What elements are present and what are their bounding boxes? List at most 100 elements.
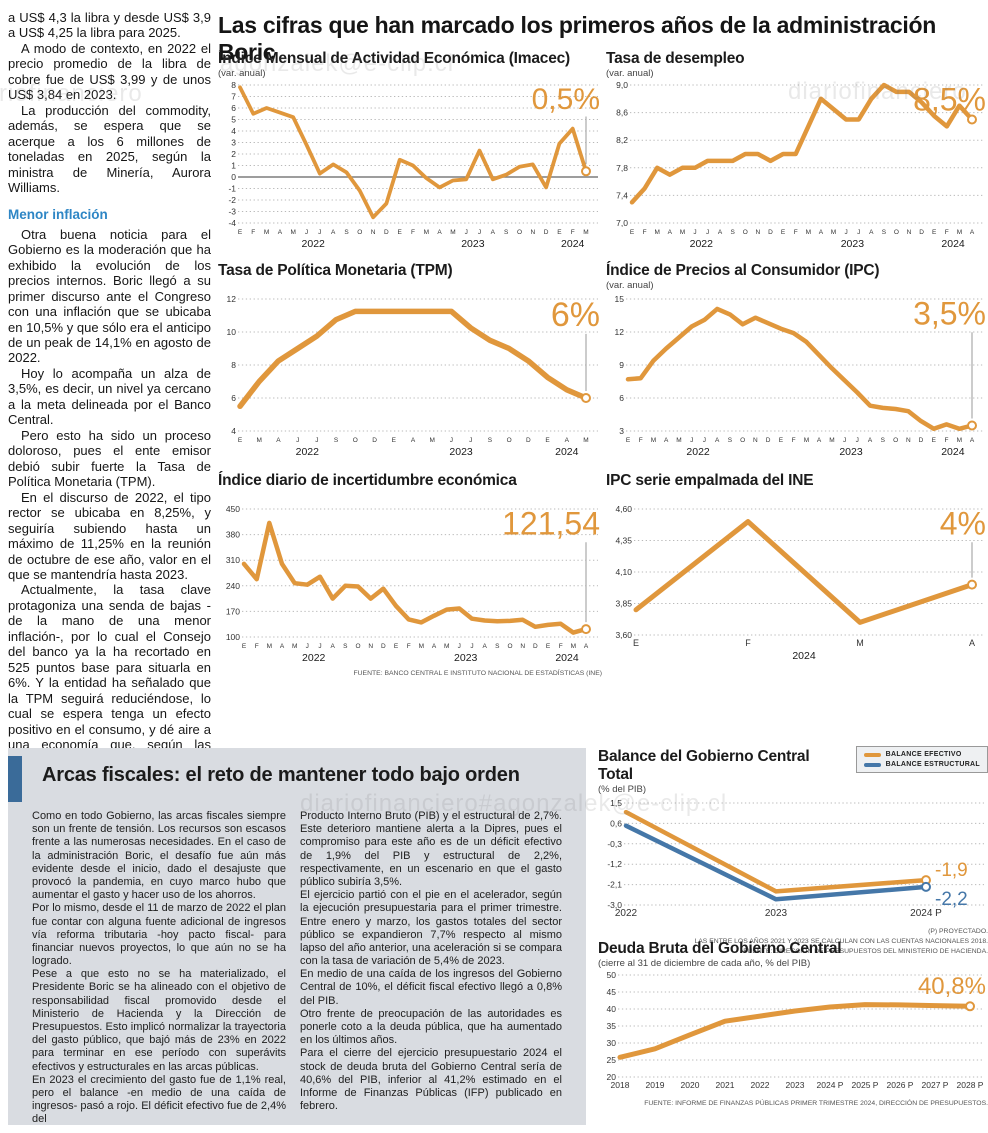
- svg-text:J: J: [296, 437, 299, 444]
- svg-text:J: J: [470, 643, 473, 650]
- svg-text:E: E: [633, 638, 639, 648]
- svg-text:S: S: [728, 437, 733, 444]
- highlight-value: 6%: [551, 296, 600, 334]
- end-value-label: -1,9: [935, 860, 968, 881]
- svg-text:2023: 2023: [454, 652, 478, 663]
- chart-plot-area: 1,5 0,6 -0,3 -1,2 -2,1 -3,0 2022 2023 2024 P -1,9…: [598, 797, 988, 926]
- svg-text:E: E: [932, 437, 937, 444]
- svg-text:J: J: [306, 643, 309, 650]
- chart-title: Tasa de Política Monetaria (TPM): [218, 262, 453, 279]
- svg-text:D: D: [768, 229, 773, 236]
- svg-text:450: 450: [226, 504, 240, 514]
- svg-text:1: 1: [231, 161, 236, 171]
- highlight-value: 121,54: [502, 506, 600, 542]
- chart-footnotes: FUENTE: BANCO CENTRAL E INSTITUTO NACION…: [218, 669, 603, 679]
- svg-text:2: 2: [231, 149, 236, 159]
- legend-item: BALANCE ESTRUCTURAL: [863, 761, 980, 768]
- svg-text:S: S: [488, 437, 493, 444]
- paragraph: A modo de contexto, en 2022 el precio pr…: [8, 40, 211, 103]
- svg-text:2024 P: 2024 P: [817, 1080, 844, 1090]
- svg-text:A: A: [868, 437, 873, 444]
- svg-text:2024: 2024: [941, 238, 965, 249]
- paragraph: El ejercicio partió con el pie en el ace…: [300, 889, 562, 968]
- svg-text:N: N: [906, 437, 911, 444]
- svg-text:F: F: [251, 229, 255, 236]
- svg-text:-1,2: -1,2: [607, 859, 622, 869]
- svg-text:4: 4: [231, 426, 236, 436]
- paragraph: a US$ 4,3 la libra y desde US$ 3,9 a US$…: [8, 10, 211, 41]
- svg-text:E: E: [932, 229, 937, 236]
- svg-text:-0,3: -0,3: [607, 839, 622, 849]
- empalmada-svg: 4,60 4,35 4,10 3,85 3,60E F M A 2024 4%: [615, 504, 986, 662]
- svg-text:2024: 2024: [555, 652, 579, 663]
- panel-column-1: Como en todo Gobierno, las arcas fiscale…: [32, 810, 286, 1127]
- y-grid: 1,5 0,6 -0,3 -1,2 -2,1 -3,0: [607, 798, 984, 910]
- svg-text:A: A: [437, 229, 442, 236]
- svg-text:F: F: [407, 643, 411, 650]
- svg-text:20: 20: [607, 1072, 617, 1082]
- svg-text:2025 P: 2025 P: [852, 1080, 879, 1090]
- chart-plot-area: 12 10 8 6 4 E M A J J S O D E A M J J S O D E A M 2022 2023 2024 6%: [218, 293, 602, 462]
- chart-desempleo: Tasa de desempleo (var. anual) 9,0 8,6 8,2…: [606, 50, 988, 255]
- x-labels: E M A J J S O D E A M J J S O D E A M 2022 2023 2024: [238, 437, 589, 458]
- svg-text:J: J: [843, 437, 846, 444]
- svg-text:2019: 2019: [646, 1080, 665, 1090]
- svg-text:7,0: 7,0: [616, 218, 628, 228]
- svg-text:N: N: [907, 229, 912, 236]
- svg-text:8: 8: [231, 81, 236, 90]
- svg-text:15: 15: [615, 294, 625, 304]
- svg-text:2024: 2024: [792, 650, 816, 661]
- svg-text:E: E: [630, 229, 635, 236]
- x-labels: 2018 2019 2020 2021 2022 2023 2024 P 2025 P 2026…: [611, 1080, 984, 1090]
- svg-text:M: M: [571, 643, 576, 650]
- svg-text:M: M: [256, 437, 261, 444]
- svg-text:A: A: [819, 229, 824, 236]
- svg-text:A: A: [491, 229, 496, 236]
- paragraph: Por lo mismo, desde el 11 de marzo de 20…: [32, 902, 286, 968]
- svg-text:A: A: [817, 437, 822, 444]
- series-lines: [629, 82, 975, 205]
- svg-text:M: M: [267, 643, 272, 650]
- svg-text:J: J: [465, 229, 468, 236]
- svg-text:F: F: [255, 643, 259, 650]
- legend-label: BALANCE EFECTIVO: [885, 751, 962, 758]
- endpoint-marker: [581, 393, 591, 403]
- chart-incertidumbre: Índice diario de incertidumbre económica…: [218, 472, 602, 679]
- paragraph: Pero esto ha sido un proceso doloroso, p…: [8, 427, 211, 490]
- svg-text:12: 12: [227, 294, 237, 304]
- svg-text:-3: -3: [228, 207, 236, 217]
- svg-text:M: M: [292, 643, 297, 650]
- paragraph: Pese a que esto no se ha materializado, …: [32, 968, 286, 1073]
- chart-plot-area: 8 7 6 5 4 3 2 1 0 -1 -2 -3 -4 E F M A M J J A S O N D E F M A M J J A S O N…: [218, 80, 602, 254]
- x-labels: 2022 2023 2024 P: [615, 908, 942, 919]
- svg-text:M: M: [651, 437, 656, 444]
- svg-text:-2: -2: [228, 195, 236, 205]
- svg-text:3,85: 3,85: [615, 599, 632, 609]
- paragraph: Como en todo Gobierno, las arcas fiscale…: [32, 810, 286, 902]
- svg-text:S: S: [882, 229, 887, 236]
- endpoint-marker: [967, 579, 977, 590]
- svg-text:O: O: [893, 437, 898, 444]
- svg-text:25: 25: [607, 1055, 617, 1065]
- svg-text:D: D: [384, 229, 389, 236]
- svg-text:M: M: [806, 229, 811, 236]
- svg-text:E: E: [242, 643, 247, 650]
- svg-text:6: 6: [619, 393, 624, 403]
- svg-text:2022: 2022: [302, 238, 326, 249]
- source-note: (P) PROYECTADO.: [928, 928, 988, 935]
- end-value-label: -2,2: [935, 889, 968, 910]
- svg-text:M: M: [444, 643, 449, 650]
- chart-plot-area: 9,0 8,6 8,2 7,8 7,4 7,0 E F M A M J J A S O N D E F M A M J J A S O…: [606, 80, 988, 254]
- svg-text:A: A: [869, 229, 874, 236]
- page-title: Las cifras que han marcado los primeros …: [218, 12, 937, 65]
- svg-text:N: N: [530, 229, 535, 236]
- svg-text:2022: 2022: [686, 446, 710, 457]
- svg-text:M: M: [583, 229, 588, 236]
- svg-text:M: M: [957, 437, 962, 444]
- chart-subtitle: (var. anual): [218, 68, 266, 79]
- chart-plot-area: 50 45 40 35 30 25 20 2018 2019 2020 2021 2022 2023 20…: [598, 970, 988, 1098]
